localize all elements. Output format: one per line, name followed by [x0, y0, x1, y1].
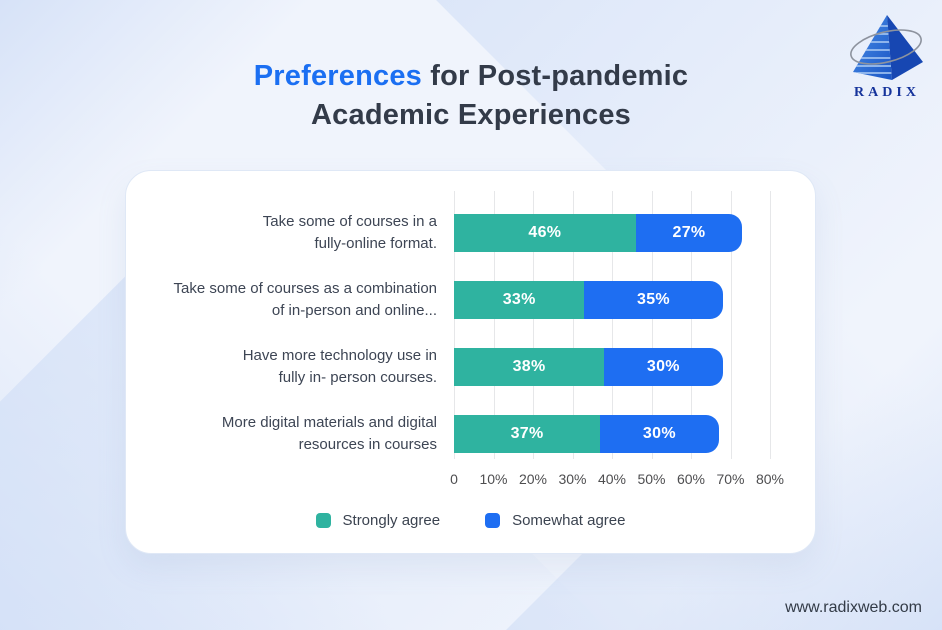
legend-label: Strongly agree	[342, 512, 441, 529]
x-axis: 0 10% 20% 30% 40% 50% 60% 70% 80%	[450, 471, 784, 491]
title-line-2: Academic Experiences	[311, 99, 631, 131]
bar-segment-strongly-agree: 37%	[454, 414, 601, 453]
x-tick-label: 60%	[676, 471, 706, 487]
bar-segment-strongly-agree: 33%	[454, 280, 585, 319]
category-label: More digital materials and digital resour…	[221, 413, 437, 453]
x-tick-label: 0	[450, 471, 458, 487]
x-tick-label: 20%	[518, 471, 548, 487]
pyramid-logo-icon: RADIX	[850, 15, 923, 100]
bar-segment-strongly-agree: 46%	[454, 213, 636, 252]
gridline	[454, 191, 455, 459]
x-tick-label: 30%	[558, 471, 587, 487]
legend-item-somewhat-agree: Somewhat agree	[485, 512, 625, 529]
title-rest: for Post-pandemic	[422, 60, 689, 92]
chart-rows: Take some of courses in a fully-online fo…	[126, 199, 815, 467]
gridlines	[454, 191, 771, 459]
bar-track: 38% 30%	[454, 347, 770, 386]
x-tick-label: 50%	[637, 471, 666, 487]
legend-label: Somewhat agree	[512, 512, 626, 529]
gridline	[533, 191, 534, 459]
chart-row: Have more technology use in fully in- per…	[126, 333, 815, 400]
chart-row: Take some of courses as a combination of …	[126, 266, 815, 333]
bar-track: 37% 30%	[454, 414, 770, 453]
gridline	[612, 191, 613, 459]
gridline	[730, 191, 732, 459]
page-title: Preferences for Post-pandemic Academic E…	[0, 57, 942, 135]
radix-logo: RADIX	[840, 10, 932, 102]
x-tick-label: 40%	[597, 471, 627, 487]
title-highlight: Preferences	[253, 60, 422, 92]
website-url: www.radixweb.com	[785, 599, 922, 616]
bar-segment-somewhat-agree: 30%	[604, 347, 723, 386]
bar-track: 33% 35%	[454, 280, 770, 319]
gridline	[651, 191, 653, 459]
legend-item-strongly-agree: Strongly agree	[315, 512, 441, 529]
chart-row: Take some of courses in a fully-online fo…	[126, 199, 815, 266]
category-label: Have more technology use in fully in- per…	[242, 346, 437, 386]
gridline	[770, 191, 771, 459]
chart-card: Take some of courses in a fully-online fo…	[125, 170, 816, 554]
gridline	[691, 191, 692, 459]
logo-text: RADIX	[854, 85, 920, 100]
chart-row: More digital materials and digital resour…	[126, 400, 815, 467]
x-tick-label: 10%	[479, 471, 508, 487]
bar-segment-somewhat-agree: 35%	[584, 280, 723, 319]
gridline	[572, 191, 574, 459]
somewhat-agree-swatch-icon	[485, 513, 501, 528]
bar-segment-strongly-agree: 38%	[454, 347, 605, 386]
x-tick-label: 70%	[716, 471, 745, 487]
category-label: Take some of courses as a combination of …	[173, 279, 437, 319]
bar-segment-somewhat-agree: 30%	[600, 414, 719, 453]
bar-segment-somewhat-agree: 27%	[635, 213, 743, 252]
category-label: Take some of courses in a fully-online fo…	[262, 212, 437, 252]
gridline	[493, 191, 495, 459]
chart-legend: Strongly agree Somewhat agree	[126, 512, 815, 529]
strongly-agree-swatch-icon	[315, 513, 331, 528]
bar-track: 46% 27%	[454, 213, 770, 252]
title-line-1: Preferences for Post-pandemic	[0, 57, 942, 96]
x-tick-label: 80%	[755, 471, 785, 487]
